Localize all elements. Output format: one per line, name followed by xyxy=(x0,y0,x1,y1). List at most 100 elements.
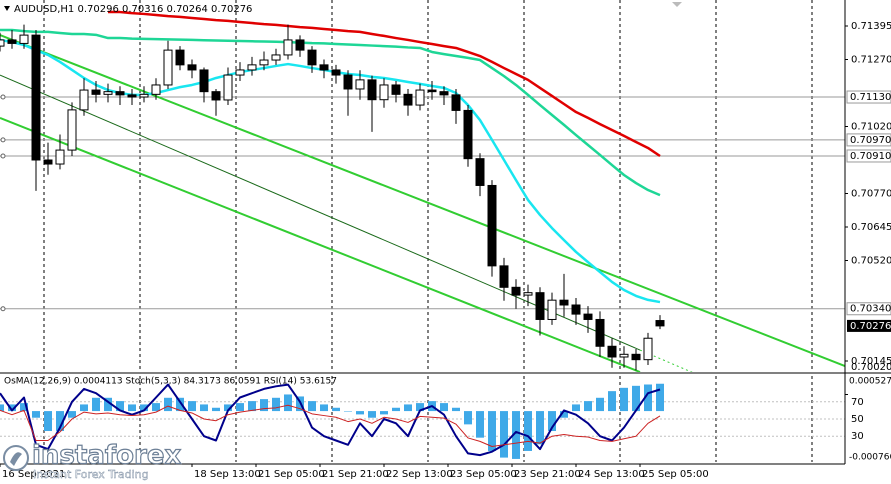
osma-bar xyxy=(464,411,472,425)
osma-bar xyxy=(104,397,112,412)
candle-body xyxy=(223,74,233,101)
candle-body xyxy=(283,39,293,56)
osma-bar xyxy=(572,404,580,412)
osma-bar xyxy=(416,403,424,412)
candle-body xyxy=(379,84,389,101)
osma-bar xyxy=(524,411,532,451)
candle-body xyxy=(163,49,173,86)
x-tick-label: 23 Sep 21:00 xyxy=(514,469,581,480)
osma-bar xyxy=(8,404,16,412)
candle-body xyxy=(211,91,221,101)
osma-bar xyxy=(488,411,496,451)
osma-bar xyxy=(332,407,340,412)
x-tick-label: 22 Sep 13:00 xyxy=(386,469,453,480)
candle-body xyxy=(367,79,377,101)
osma-bar xyxy=(20,403,28,412)
osma-bar xyxy=(596,397,604,412)
oscillator-tick-label: 30 xyxy=(851,431,864,442)
candle-body xyxy=(259,59,269,66)
candle-body xyxy=(31,34,41,161)
level-tag xyxy=(846,90,891,104)
candle-body xyxy=(415,89,425,106)
osma-bar xyxy=(608,391,616,412)
price-tag-label: 0.70276 xyxy=(850,321,891,332)
osma-bar xyxy=(128,404,136,412)
y-tick-label: 0.70145 xyxy=(851,356,891,367)
candle-body xyxy=(79,89,89,111)
candle-body xyxy=(295,39,305,51)
candle-body xyxy=(499,265,509,288)
oscillator-line xyxy=(0,383,661,457)
osma-bar xyxy=(452,407,460,412)
candle-body xyxy=(439,91,449,96)
candle-body xyxy=(355,79,365,90)
candle-body xyxy=(199,69,209,93)
candle-body xyxy=(103,91,113,95)
osma-bar xyxy=(320,404,328,412)
candle-body xyxy=(595,318,605,347)
osma-bar xyxy=(356,411,364,415)
candle-body xyxy=(319,64,329,71)
osma-bar xyxy=(176,397,184,412)
osma-bar xyxy=(224,404,232,412)
price-panel xyxy=(0,0,845,372)
candle-body xyxy=(643,337,653,361)
osma-tick-label: 0.0005278 xyxy=(849,377,891,387)
y-tick-label: 0.71395 xyxy=(851,21,891,32)
chart-title: AUDUSD,H1 0.70296 0.70316 0.70264 0.7027… xyxy=(14,4,252,15)
candle-body xyxy=(571,304,581,315)
osma-bar xyxy=(0,404,4,412)
osma-bar xyxy=(236,403,244,412)
candle-body xyxy=(463,109,473,160)
candle-body xyxy=(451,94,461,111)
osma-bar xyxy=(188,401,196,412)
osma-bar xyxy=(308,401,316,412)
candle-body xyxy=(139,93,149,98)
osma-bar xyxy=(656,383,664,412)
oscillator-line xyxy=(0,404,661,448)
candle-body xyxy=(151,84,161,95)
x-tick-label: 21 Sep 21:00 xyxy=(322,469,389,480)
osma-bar xyxy=(260,399,268,412)
candle-body xyxy=(655,320,665,327)
osma-bar xyxy=(44,411,52,432)
candle-body xyxy=(19,34,29,44)
x-tick-label: 25 Sep 05:00 xyxy=(642,469,709,480)
osma-bar xyxy=(440,403,448,412)
symbol-menu-arrow[interactable] xyxy=(4,6,10,11)
candle-body xyxy=(331,69,341,76)
y-tick-label: 0.70520 xyxy=(851,256,891,267)
candle-body xyxy=(523,292,533,296)
x-tick-label: 24 Sep 13:00 xyxy=(578,469,645,480)
level-handle xyxy=(0,94,6,100)
osma-bar xyxy=(32,411,40,418)
osma-bar xyxy=(548,411,556,432)
candle-body xyxy=(43,159,53,165)
osma-bar xyxy=(200,404,208,412)
candle-body xyxy=(115,91,125,96)
level-handle xyxy=(0,306,6,312)
osma-bar xyxy=(560,411,568,418)
osma-bar xyxy=(500,411,508,458)
y-tick-label: 0.71020 xyxy=(851,122,891,133)
candle-body xyxy=(307,49,317,66)
candle-body xyxy=(631,353,641,361)
y-tick-label: 0.71270 xyxy=(851,54,891,65)
oscillator-tick-label: 50 xyxy=(851,414,864,425)
osma-bar xyxy=(116,401,124,412)
candle-body xyxy=(511,286,521,296)
candle-body xyxy=(247,64,257,71)
candle-body xyxy=(235,69,245,76)
level-label: 0.70970 xyxy=(850,135,891,146)
moving-average xyxy=(0,38,661,304)
moving-average xyxy=(0,28,661,197)
osma-bar xyxy=(380,411,388,415)
logo-tagline: Instant Forex Trading xyxy=(33,468,149,481)
level-handle xyxy=(0,153,6,159)
candle-body xyxy=(487,184,497,267)
oscillator-panel xyxy=(0,376,845,462)
osma-bar xyxy=(164,397,172,412)
x-tick-label: 21 Sep 05:00 xyxy=(258,469,325,480)
osma-bar xyxy=(284,394,292,412)
